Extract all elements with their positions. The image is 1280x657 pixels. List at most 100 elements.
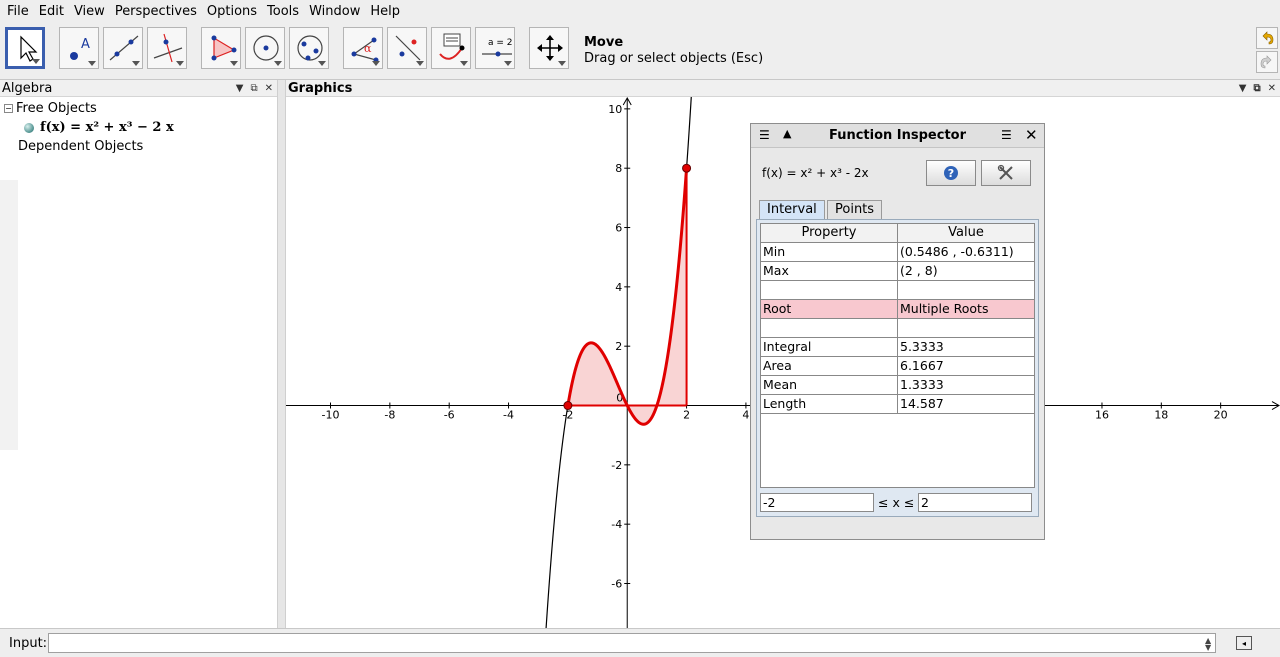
- free-objects-label: Free Objects: [16, 101, 97, 116]
- menu-view[interactable]: View: [73, 4, 105, 19]
- line-tool-button[interactable]: [103, 27, 143, 69]
- polygon-tool-button[interactable]: [201, 27, 241, 69]
- input-history-arrows-icon[interactable]: ▲ ▼: [1205, 636, 1212, 652]
- y-tick-label: -4: [611, 518, 622, 531]
- collapse-toggle-icon[interactable]: −: [4, 104, 13, 113]
- x-tick-label: 4: [742, 409, 749, 422]
- conic-tool-icon: [297, 35, 323, 61]
- table-row[interactable]: [761, 281, 1034, 300]
- menu-perspectives[interactable]: Perspectives: [114, 4, 197, 19]
- menu-bar: File Edit View Perspectives Options Tool…: [0, 0, 1280, 23]
- dependent-objects-node[interactable]: Dependent Objects: [4, 137, 174, 156]
- menu-help[interactable]: Help: [370, 4, 400, 19]
- property-cell: Min: [761, 243, 898, 261]
- free-objects-node[interactable]: − Free Objects: [4, 99, 174, 118]
- property-cell: Max: [761, 262, 898, 280]
- move-graphics-tool-button[interactable]: [529, 27, 569, 69]
- property-cell: Length: [761, 395, 898, 413]
- function-f-label: f(x) = x² + x³ − 2 x: [40, 120, 174, 135]
- menu-file[interactable]: File: [7, 4, 29, 19]
- dialog-menu-icon[interactable]: ☰: [759, 128, 770, 142]
- angle-tool-button[interactable]: α: [343, 27, 383, 69]
- active-tool-title: Move: [584, 35, 624, 50]
- dialog-options-icon[interactable]: ☰: [1001, 128, 1012, 142]
- x-tick-label: 20: [1214, 409, 1228, 422]
- undock-icon[interactable]: ⧉: [250, 83, 258, 94]
- column-header-value[interactable]: Value: [898, 224, 1034, 243]
- visibility-toggle-icon[interactable]: [24, 122, 34, 133]
- column-header-property[interactable]: Property: [761, 224, 898, 243]
- property-cell: [761, 281, 898, 299]
- collapse-icon[interactable]: ▲: [783, 127, 792, 140]
- polygon-tool-icon: [211, 35, 237, 61]
- undo-icon: [1262, 31, 1274, 45]
- keyboard-toggle-icon[interactable]: ◂: [1236, 636, 1252, 650]
- angle-tool-icon: α: [351, 37, 379, 63]
- close-icon[interactable]: ✕: [1267, 83, 1276, 94]
- menu-options[interactable]: Options: [206, 4, 258, 19]
- panel-splitter[interactable]: [277, 80, 286, 628]
- settings-button[interactable]: [981, 160, 1031, 186]
- table-row[interactable]: Mean 1.3333: [761, 376, 1034, 395]
- tab-points[interactable]: Points: [827, 200, 883, 219]
- svg-text:A: A: [81, 37, 90, 52]
- reflect-tool-icon: [395, 35, 421, 61]
- function-f-row[interactable]: f(x) = x² + x³ − 2 x: [4, 118, 174, 137]
- value-cell: (0.5486 , -0.6311): [900, 244, 1014, 259]
- table-row[interactable]: Integral 5.3333: [761, 338, 1034, 357]
- move-tool-button[interactable]: [5, 27, 45, 69]
- panel-menu-icon[interactable]: ▼: [235, 83, 244, 94]
- menu-edit[interactable]: Edit: [38, 4, 64, 19]
- input-field[interactable]: [48, 633, 1216, 653]
- interval-max-field[interactable]: 2: [918, 493, 1032, 512]
- algebra-view: Algebra ▼ ⧉ ✕ − Free Objects f(x) = x² + …: [0, 80, 277, 628]
- close-icon[interactable]: ✕: [264, 83, 273, 94]
- table-row[interactable]: [761, 319, 1034, 338]
- reflect-tool-button[interactable]: [387, 27, 427, 69]
- x-tick-label: -8: [384, 409, 395, 422]
- circle-tool-button[interactable]: [245, 27, 285, 69]
- perpendicular-tool-button[interactable]: [147, 27, 187, 69]
- undock-icon[interactable]: ⧉: [1253, 83, 1261, 94]
- redo-icon: [1260, 55, 1272, 69]
- interval-min-field[interactable]: -2: [760, 493, 874, 512]
- table-row[interactable]: Area 6.1667: [761, 357, 1034, 376]
- toolbar: A α a = 2 Move Drag or select: [0, 23, 1280, 80]
- property-cell: Mean: [761, 376, 898, 394]
- y-axis-arrow-icon: [622, 97, 632, 106]
- table-row[interactable]: Length 14.587: [761, 395, 1034, 414]
- algebra-tree: − Free Objects f(x) = x² + x³ − 2 x Depen…: [4, 99, 174, 156]
- left-edge-strip: [0, 180, 18, 450]
- tools-icon: [997, 164, 1013, 180]
- value-cell: [898, 281, 1034, 299]
- point-tool-icon: A: [70, 37, 90, 60]
- graphics-title-label: Graphics: [288, 81, 353, 96]
- text-tool-button[interactable]: [431, 27, 471, 69]
- y-tick-label: -6: [611, 578, 622, 591]
- table-row[interactable]: Max (2 , 8): [761, 262, 1034, 281]
- dependent-objects-label: Dependent Objects: [18, 139, 144, 154]
- interval-point: [563, 401, 573, 411]
- interval-point: [682, 163, 692, 173]
- help-button[interactable]: ?: [926, 160, 976, 186]
- inspector-function-label: f(x) = x² + x³ - 2x: [762, 166, 869, 180]
- graphics-canvas[interactable]: -10 -8 -6 -4 -2 2 4 16 18 20 0 10 8 6 4 2 -2 -4 -6: [286, 97, 1280, 628]
- property-cell: Integral: [761, 338, 898, 356]
- svg-text:α: α: [364, 42, 372, 55]
- table-row-root[interactable]: Root Multiple Roots: [761, 300, 1034, 319]
- point-tool-button[interactable]: A: [59, 27, 99, 69]
- slider-tool-button[interactable]: a = 2: [475, 27, 515, 69]
- tab-interval[interactable]: Interval: [759, 200, 825, 219]
- dialog-title-bar[interactable]: ☰ ▲ Function Inspector ☰ ✕: [751, 124, 1044, 148]
- redo-button[interactable]: [1256, 51, 1278, 73]
- x-tick-label: 18: [1154, 409, 1168, 422]
- conic-tool-button[interactable]: [289, 27, 329, 69]
- menu-window[interactable]: Window: [309, 4, 361, 19]
- undo-button[interactable]: [1256, 27, 1278, 49]
- property-cell: Root: [761, 300, 898, 318]
- property-cell: [761, 319, 898, 337]
- panel-menu-icon[interactable]: ▼: [1238, 83, 1247, 94]
- menu-tools[interactable]: Tools: [267, 4, 300, 19]
- table-row[interactable]: Min (0.5486 , -0.6311): [761, 243, 1034, 262]
- dialog-close-icon[interactable]: ✕: [1025, 126, 1038, 144]
